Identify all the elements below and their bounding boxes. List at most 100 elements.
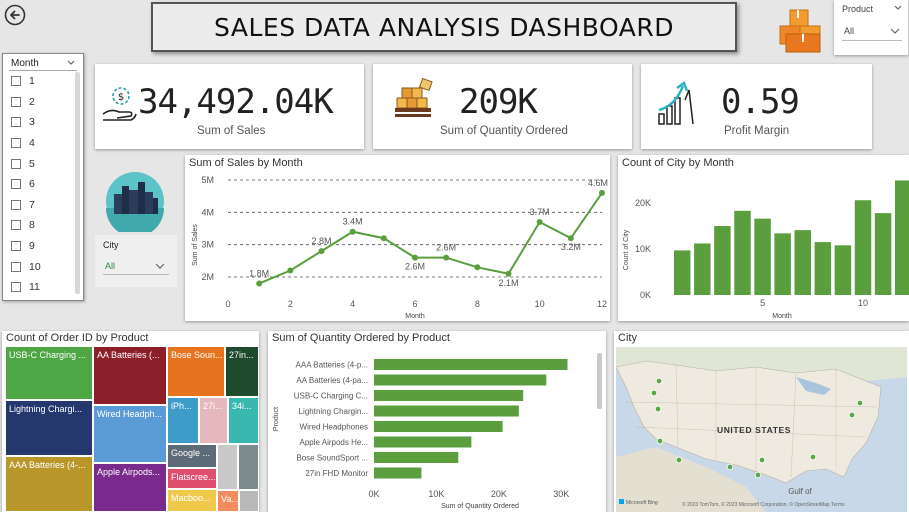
sales-point[interactable] — [349, 228, 356, 235]
checkbox[interactable] — [11, 158, 21, 169]
city-bar[interactable] — [854, 200, 872, 295]
sales-point[interactable] — [474, 264, 481, 271]
sales-y-tick: 5M — [201, 175, 214, 185]
sales-by-month-chart[interactable]: Sum of Sales by Month Sum of Sales Month… — [185, 155, 610, 321]
qty-category-label: Wired Headphones — [300, 423, 368, 432]
map-city-markers[interactable] — [650, 377, 864, 479]
month-option[interactable]: 9 — [3, 236, 77, 257]
treemap-cell[interactable]: Wired Headph... — [93, 405, 167, 463]
sales-point[interactable] — [380, 235, 387, 242]
treemap-cell[interactable]: Lightning Chargi... — [5, 400, 93, 456]
chevron-down-icon[interactable] — [67, 60, 75, 66]
treemap-cell[interactable]: Bose Soun... — [167, 346, 225, 397]
month-option[interactable]: 2 — [3, 92, 77, 113]
qty-bar[interactable] — [374, 436, 472, 448]
quantity-by-product-chart[interactable]: Sum of Quantity Ordered by Product Produ… — [268, 331, 606, 512]
sales-point[interactable] — [256, 280, 263, 287]
month-option[interactable]: 4 — [3, 133, 77, 154]
sales-chart-title: Sum of Sales by Month — [189, 157, 303, 169]
sales-point[interactable] — [412, 254, 418, 261]
treemap-cell[interactable]: iPh... — [167, 397, 199, 444]
treemap-cell[interactable]: Va... — [217, 490, 239, 512]
treemap-cell[interactable]: USB-C Charging ... — [5, 346, 93, 400]
qty-bar[interactable] — [374, 452, 459, 463]
checkbox[interactable] — [11, 76, 21, 87]
checkbox[interactable] — [11, 138, 21, 149]
qty-bar[interactable] — [374, 359, 568, 370]
treemap-cell[interactable]: Google ... — [167, 444, 217, 468]
sales-point[interactable] — [505, 270, 512, 277]
city-bar[interactable] — [794, 230, 811, 295]
treemap-cell[interactable] — [239, 490, 259, 512]
qty-scrollbar[interactable] — [597, 353, 602, 409]
city-bar[interactable] — [674, 250, 691, 295]
sales-point[interactable] — [287, 267, 294, 274]
checkbox[interactable] — [11, 117, 21, 128]
sales-point[interactable] — [536, 219, 543, 226]
sales-y-tick: 3M — [201, 240, 214, 250]
month-option[interactable]: 10 — [3, 256, 77, 277]
treemap-cell[interactable]: Apple Airpods... — [93, 463, 167, 512]
sales-x-tick: 6 — [412, 299, 417, 309]
month-option[interactable]: 8 — [3, 215, 77, 236]
month-option[interactable]: 1 — [3, 71, 77, 92]
checkbox[interactable] — [11, 282, 21, 293]
qty-bar[interactable] — [374, 374, 547, 386]
checkbox[interactable] — [11, 220, 21, 231]
city-skyline-icon — [106, 172, 164, 232]
month-option-label: 4 — [29, 137, 35, 150]
treemap-cell[interactable]: 27in... — [225, 346, 259, 397]
city-bar[interactable] — [774, 233, 791, 295]
city-bar[interactable] — [694, 243, 711, 295]
city-by-month-chart[interactable]: Count of City by Month Count of City Mon… — [618, 155, 909, 321]
treemap-cell[interactable]: Macboo... — [167, 489, 217, 512]
city-bar[interactable] — [734, 210, 751, 295]
month-slicer[interactable]: Month 1 2 3 4 5 6 7 8 9 10 11 — [2, 53, 84, 301]
month-option[interactable]: 6 — [3, 174, 77, 195]
order-treemap[interactable]: Count of Order ID by Product USB-C Charg… — [2, 331, 259, 512]
sales-data-label: 3.7M — [530, 207, 550, 217]
checkbox[interactable] — [11, 179, 21, 190]
sales-data-label: 4.6M — [588, 178, 608, 188]
treemap-cell[interactable]: AA Batteries (... — [93, 346, 167, 405]
city-slicer[interactable]: City All — [95, 235, 177, 287]
product-slicer[interactable]: Product All — [834, 0, 908, 55]
city-bar[interactable] — [814, 242, 832, 295]
month-option[interactable]: 5 — [3, 153, 77, 174]
treemap-cell[interactable] — [238, 444, 259, 490]
chevron-down-icon[interactable] — [890, 28, 900, 34]
sales-point[interactable] — [567, 235, 574, 242]
city-x-axis-label: Month — [772, 313, 792, 320]
checkbox[interactable] — [11, 261, 21, 272]
city-bar[interactable] — [834, 245, 852, 295]
treemap-cell[interactable]: 27i... — [199, 397, 228, 444]
chevron-down-icon[interactable] — [155, 263, 165, 269]
city-map[interactable]: City UNITED STATES Gulf of © 2023 TomTom… — [614, 331, 909, 512]
month-option[interactable]: 3 — [3, 112, 77, 133]
city-bar[interactable] — [754, 218, 771, 295]
qty-bar[interactable] — [374, 405, 519, 417]
treemap-cell[interactable]: 34i... — [228, 397, 259, 444]
back-arrow-icon[interactable] — [4, 4, 26, 26]
qty-bar[interactable] — [374, 467, 422, 479]
checkbox[interactable] — [11, 199, 21, 210]
sales-point[interactable] — [599, 189, 605, 196]
treemap-cell[interactable]: AAA Batteries (4-... — [5, 456, 93, 512]
checkbox[interactable] — [11, 96, 21, 107]
svg-text:$: $ — [118, 92, 124, 103]
checkbox[interactable] — [11, 241, 21, 252]
sales-point[interactable] — [318, 248, 325, 255]
month-option[interactable]: 7 — [3, 195, 77, 216]
sales-x-tick: 10 — [535, 299, 545, 309]
us-map[interactable]: UNITED STATES Gulf of © 2023 TomTom, © 2… — [616, 347, 907, 512]
city-bar[interactable] — [714, 226, 731, 295]
sales-point[interactable] — [443, 254, 450, 261]
month-scrollbar[interactable] — [75, 72, 80, 294]
treemap-cell[interactable] — [217, 444, 238, 490]
city-bar[interactable] — [894, 180, 909, 295]
city-bar[interactable] — [874, 213, 892, 295]
qty-bar[interactable] — [374, 421, 503, 432]
qty-bar[interactable] — [374, 390, 524, 401]
month-option[interactable]: 11 — [3, 277, 77, 298]
treemap-cell[interactable]: Flatscree... — [167, 468, 217, 489]
